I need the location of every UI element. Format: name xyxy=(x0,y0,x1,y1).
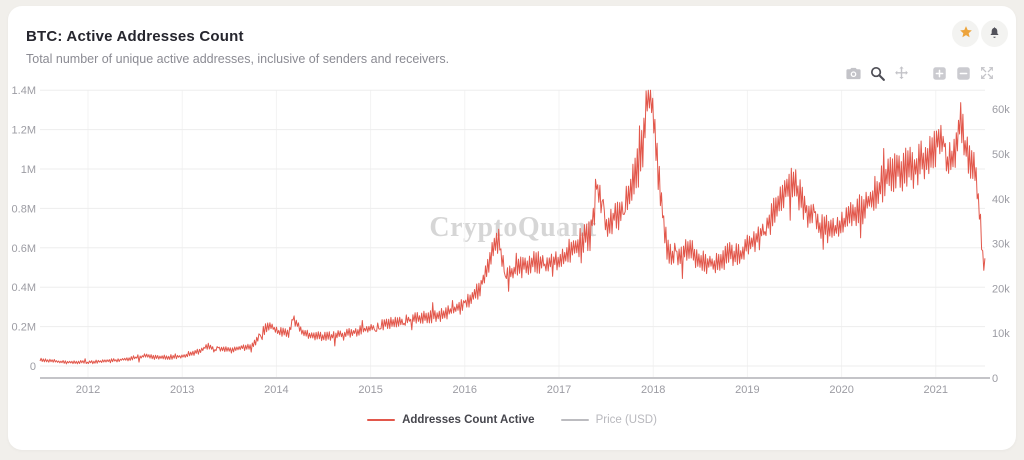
page-title: BTC: Active Addresses Count xyxy=(26,28,244,45)
legend-swatch-gray xyxy=(560,419,589,421)
zoom-in-icon[interactable] xyxy=(930,64,948,82)
favorite-button[interactable] xyxy=(952,20,979,47)
svg-text:2018: 2018 xyxy=(641,384,665,396)
legend-item-price-usd[interactable]: Price (USD) xyxy=(560,414,657,426)
camera-icon[interactable] xyxy=(844,64,862,82)
svg-text:2013: 2013 xyxy=(170,384,194,396)
svg-text:2020: 2020 xyxy=(829,384,853,396)
svg-text:2017: 2017 xyxy=(547,384,571,396)
svg-text:10k: 10k xyxy=(992,328,1010,340)
right-axis-labels: 0 10k 20k 30k 40k 50k 60k xyxy=(992,104,1010,385)
svg-text:60k: 60k xyxy=(992,104,1010,116)
bell-icon xyxy=(988,26,1001,42)
svg-text:1M: 1M xyxy=(21,164,36,176)
chart-subtitle: Total number of unique active addresses,… xyxy=(26,52,450,66)
svg-text:0: 0 xyxy=(992,373,998,385)
svg-text:0.4M: 0.4M xyxy=(12,282,36,294)
pan-icon[interactable] xyxy=(892,64,910,82)
x-axis-labels: 2012 2013 2014 2015 2016 2017 2018 2019 2020 2021 xyxy=(76,384,948,396)
svg-text:0.2M: 0.2M xyxy=(12,322,36,334)
svg-text:2019: 2019 xyxy=(735,384,759,396)
svg-text:2012: 2012 xyxy=(76,384,100,396)
svg-text:40k: 40k xyxy=(992,194,1010,206)
svg-text:0: 0 xyxy=(30,361,36,373)
legend-item-addresses-count-active[interactable]: Addresses Count Active xyxy=(367,414,535,426)
svg-text:0.8M: 0.8M xyxy=(12,203,36,215)
left-axis-labels: 0 0.2M 0.4M 0.6M 0.8M 1M 1.2M 1.4M xyxy=(12,85,36,373)
zoom-out-icon[interactable] xyxy=(954,64,972,82)
chart-legend: Addresses Count Active Price (USD) xyxy=(8,414,1016,426)
svg-text:0.6M: 0.6M xyxy=(12,243,36,255)
y-gridlines xyxy=(40,89,985,367)
svg-text:1.2M: 1.2M xyxy=(12,125,36,137)
svg-text:50k: 50k xyxy=(992,149,1010,161)
x-gridlines xyxy=(87,90,937,378)
svg-text:2015: 2015 xyxy=(358,384,382,396)
notifications-button[interactable] xyxy=(981,20,1008,47)
svg-text:2016: 2016 xyxy=(453,384,477,396)
reset-zoom-icon[interactable] xyxy=(978,64,996,82)
chart-card: BTC: Active Addresses Count Total number… xyxy=(8,6,1016,450)
chart-plot-area[interactable]: 2012 2013 2014 2015 2016 2017 2018 2019 2020 2021… xyxy=(8,6,1016,410)
svg-text:20k: 20k xyxy=(992,283,1010,295)
legend-label: Price (USD) xyxy=(595,414,657,426)
star-icon xyxy=(959,25,973,42)
svg-text:30k: 30k xyxy=(992,239,1010,251)
svg-text:2021: 2021 xyxy=(924,384,948,396)
series-addresses-count-active xyxy=(39,89,986,365)
svg-text:1.4M: 1.4M xyxy=(12,85,36,97)
legend-swatch-red xyxy=(367,419,396,421)
legend-label: Addresses Count Active xyxy=(402,414,535,426)
svg-text:2014: 2014 xyxy=(264,384,288,396)
zoom-selection-icon[interactable] xyxy=(868,64,886,82)
chart-toolbar xyxy=(844,64,996,82)
